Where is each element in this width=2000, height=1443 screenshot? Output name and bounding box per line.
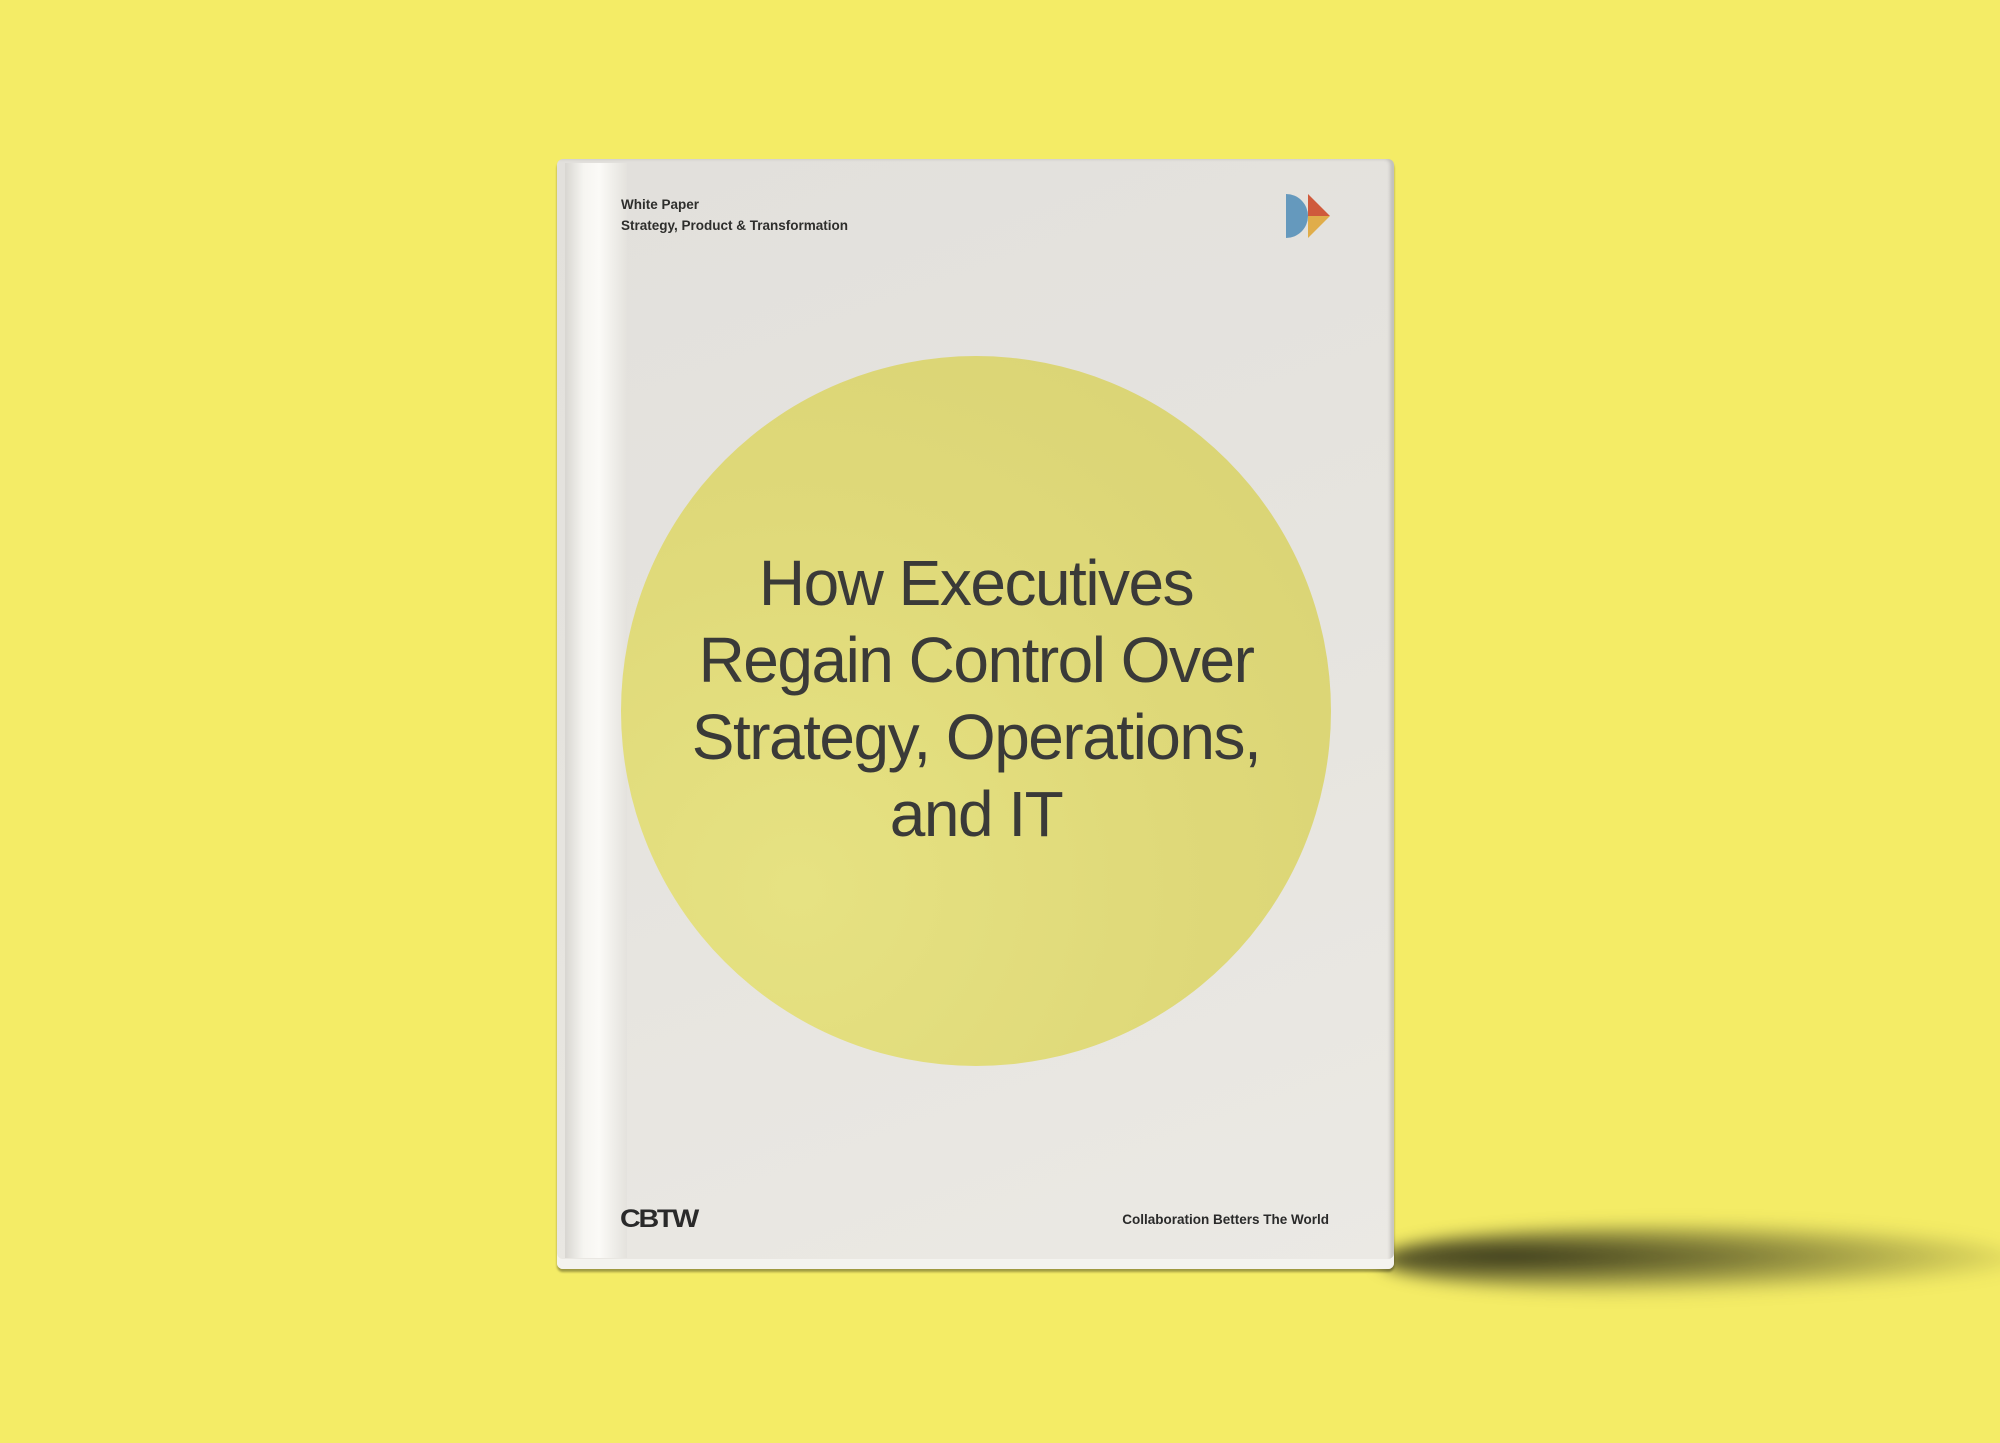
title-line: Strategy, Operations, bbox=[691, 701, 1262, 773]
title-line: How Executives bbox=[758, 547, 1195, 619]
brand-wordmark: CBTW bbox=[620, 1205, 699, 1233]
title-line: and IT bbox=[889, 778, 1064, 850]
cover-meta: White Paper Strategy, Product & Transfor… bbox=[621, 194, 848, 236]
brand-tagline: Collaboration Betters The World bbox=[1122, 1212, 1329, 1227]
cbtw-logo-icon bbox=[1286, 194, 1330, 238]
title-line: Regain Control Over bbox=[698, 624, 1255, 696]
document-type: White Paper bbox=[621, 197, 700, 212]
book-spine bbox=[565, 163, 627, 1258]
book-shadow bbox=[1380, 1225, 2000, 1295]
cover-title: How Executives Regain Control Over Strat… bbox=[621, 545, 1331, 853]
cover-circle bbox=[621, 356, 1331, 1066]
document-category: Strategy, Product & Transformation bbox=[621, 218, 849, 233]
